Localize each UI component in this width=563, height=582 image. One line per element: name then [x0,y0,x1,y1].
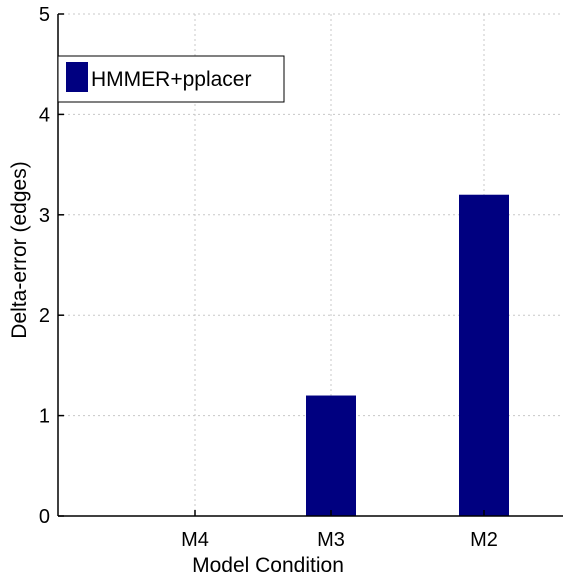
y-tick-label: 2 [39,305,50,327]
x-tick-label: M3 [317,529,345,551]
y-tick-label: 1 [39,406,50,428]
y-tick-label: 4 [39,104,50,126]
x-axis-label: Model Condition [192,554,344,577]
legend-label: HMMER+pplacer [91,68,251,91]
y-tick-label: 0 [39,506,50,528]
bar-m3 [306,395,356,516]
legend-box [57,55,285,103]
y-ticks: 0 1 2 3 4 5 [39,4,64,528]
bar-m2 [459,194,509,516]
x-tick-label: M2 [470,529,498,551]
y-tick-label: 3 [39,205,50,227]
x-ticks: M4 M3 M2 [181,510,498,551]
legend: HMMER+pplacer [57,55,285,103]
bars [306,194,509,516]
y-axis-label: Delta-error (edges) [8,161,31,338]
legend-swatch [66,62,88,92]
y-tick-label: 5 [39,4,50,26]
x-tick-label: M4 [181,529,209,551]
